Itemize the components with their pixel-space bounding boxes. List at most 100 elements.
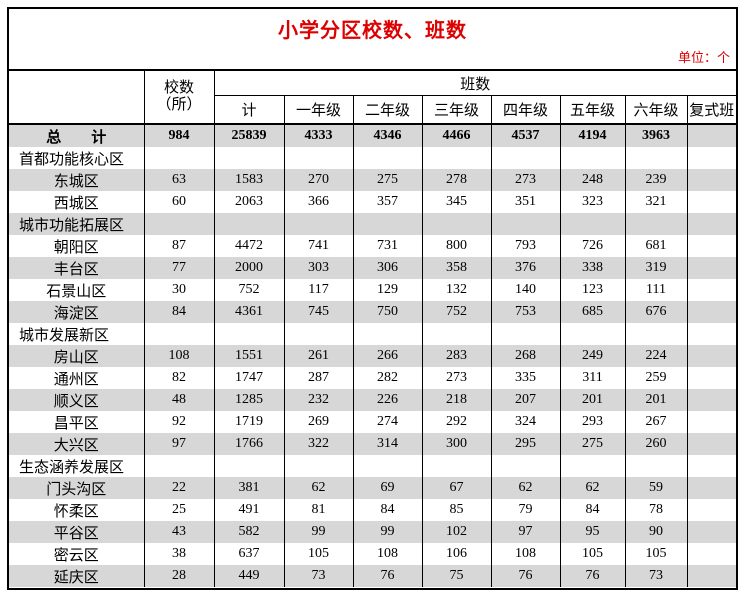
column-header: 四年级 (490, 95, 561, 125)
table-cell: 275 (352, 169, 423, 191)
table-cell: 582 (213, 521, 285, 543)
table-cell (686, 279, 737, 301)
table-cell: 1719 (213, 411, 285, 433)
table-cell (686, 477, 737, 499)
table-cell: 322 (283, 433, 354, 455)
table-cell: 140 (490, 279, 561, 301)
table-cell (686, 301, 737, 323)
table-cell (213, 455, 285, 477)
table-row: 延庆区 28 449 73 76 75 76 76 73 (9, 565, 737, 587)
table-cell: 28 (143, 565, 215, 587)
table-cell: 129 (352, 279, 423, 301)
table-cell: 105 (559, 543, 626, 565)
table-cell (686, 257, 737, 279)
table-cell: 273 (421, 367, 492, 389)
table-cell: 726 (559, 235, 626, 257)
table-cell (624, 455, 688, 477)
row-label: 城市功能拓展区 (9, 213, 145, 235)
table-cell: 59 (624, 477, 688, 499)
table-cell: 239 (624, 169, 688, 191)
table-cell: 345 (421, 191, 492, 213)
table-cell: 218 (421, 389, 492, 411)
table-cell: 3963 (624, 124, 688, 147)
table-cell: 99 (352, 521, 423, 543)
table-cell: 324 (490, 411, 561, 433)
table-cell: 752 (421, 301, 492, 323)
row-label: 延庆区 (9, 565, 145, 587)
table-cell: 30 (143, 279, 215, 301)
table-cell (686, 433, 737, 455)
table-cell: 335 (490, 367, 561, 389)
table-row: 门头沟区 22 381 62 69 67 62 62 59 (9, 477, 737, 499)
table-row: 东城区 63 1583 270 275 278 273 248 239 (9, 169, 737, 191)
table-cell: 319 (624, 257, 688, 279)
table-cell (686, 367, 737, 389)
table-cell: 201 (624, 389, 688, 411)
table-cell: 4346 (352, 124, 423, 147)
table-cell: 84 (352, 499, 423, 521)
row-label: 西城区 (9, 191, 145, 213)
table-cell: 793 (490, 235, 561, 257)
table-row: 平谷区 43 582 99 99 102 97 95 90 (9, 521, 737, 543)
table-cell: 266 (352, 345, 423, 367)
table-cell: 132 (421, 279, 492, 301)
table-cell: 67 (421, 477, 492, 499)
row-label: 生态涵养发展区 (9, 455, 145, 477)
table-cell (624, 323, 688, 345)
table-cell: 25 (143, 499, 215, 521)
table-cell: 273 (490, 169, 561, 191)
row-label: 丰台区 (9, 257, 145, 279)
column-header: 五年级 (559, 95, 626, 125)
table-cell (143, 147, 215, 169)
table-cell (686, 169, 737, 191)
table-cell: 681 (624, 235, 688, 257)
column-header: 计 (214, 95, 285, 125)
table-cell: 491 (213, 499, 285, 521)
table-cell: 753 (490, 301, 561, 323)
table-cell (559, 213, 626, 235)
table-cell: 984 (143, 124, 215, 147)
table-cell: 637 (213, 543, 285, 565)
table-cell: 95 (559, 521, 626, 543)
table-cell: 676 (624, 301, 688, 323)
table-cell: 338 (559, 257, 626, 279)
row-label: 朝阳区 (9, 235, 145, 257)
row-label: 昌平区 (9, 411, 145, 433)
table-cell (559, 455, 626, 477)
table-cell: 117 (283, 279, 354, 301)
schools-count-header: 校数 （所） (143, 71, 215, 125)
sub-header-row: 计一年级 二年级 三年级 四年级 五年级 六年级 复式班 (9, 95, 737, 125)
table-cell (686, 521, 737, 543)
table-row: 丰台区 77 2000 303 306 358 376 338 319 (9, 257, 737, 279)
table-cell (686, 323, 737, 345)
row-label: 房山区 (9, 345, 145, 367)
table-cell (143, 455, 215, 477)
row-label: 东城区 (9, 169, 145, 191)
table-cell: 260 (624, 433, 688, 455)
table-cell (686, 389, 737, 411)
table-cell (213, 323, 285, 345)
table-cell: 111 (624, 279, 688, 301)
table-cell (624, 213, 688, 235)
table-cell: 4537 (490, 124, 561, 147)
table-cell: 62 (559, 477, 626, 499)
table-cell (490, 213, 561, 235)
table-cell: 85 (421, 499, 492, 521)
table-cell: 108 (352, 543, 423, 565)
table-cell: 63 (143, 169, 215, 191)
table-cell (143, 213, 215, 235)
table-cell: 108 (143, 345, 215, 367)
table-cell: 4333 (283, 124, 354, 147)
table-cell: 351 (490, 191, 561, 213)
table-cell (421, 213, 492, 235)
table-cell: 366 (283, 191, 354, 213)
table-cell (559, 147, 626, 169)
table-cell: 2063 (213, 191, 285, 213)
table-row: 西城区 60 2063 366 357 345 351 323 321 (9, 191, 737, 213)
table-cell (490, 323, 561, 345)
table-cell: 1551 (213, 345, 285, 367)
column-header: 二年级 (352, 95, 423, 125)
table-cell: 800 (421, 235, 492, 257)
table-cell: 259 (624, 367, 688, 389)
table-cell: 750 (352, 301, 423, 323)
